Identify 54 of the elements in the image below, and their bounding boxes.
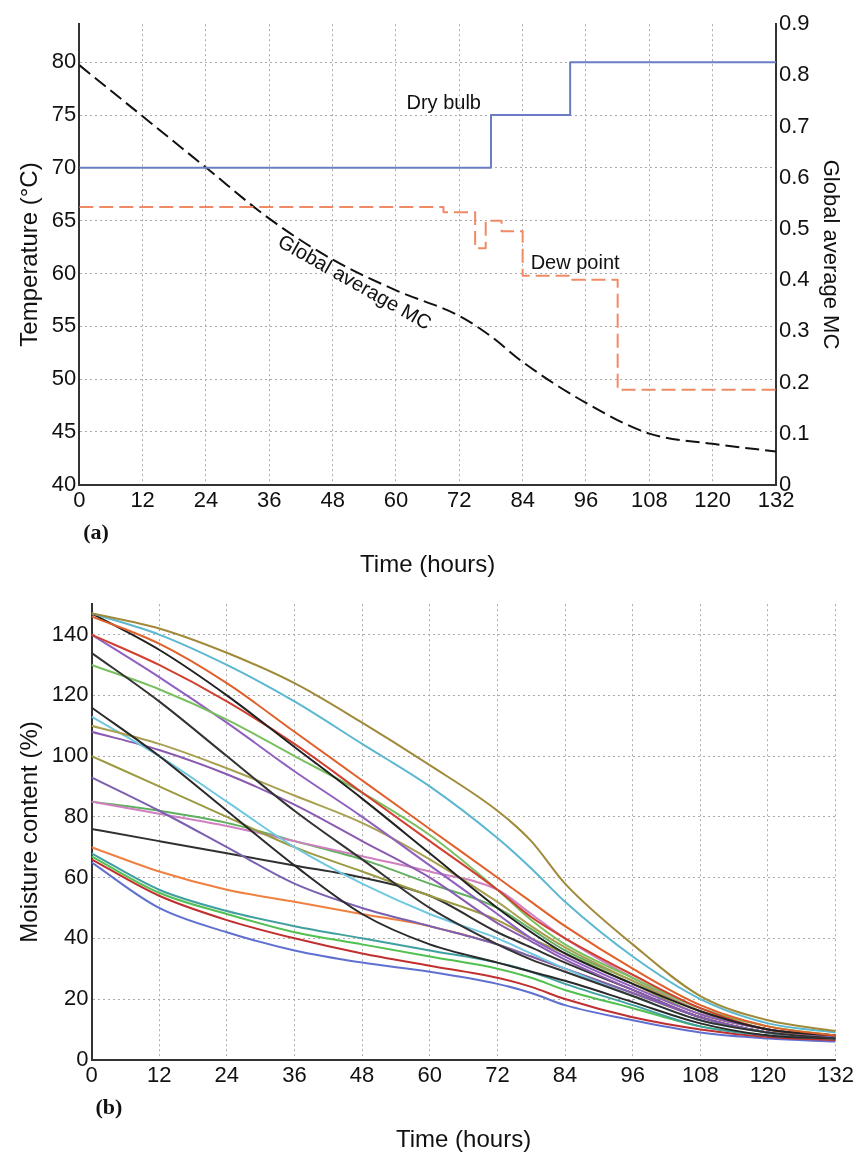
y2-tick-label: 0.4 [779, 266, 810, 292]
y-tick-label: 80 [51, 48, 77, 74]
y-tick-label: 70 [51, 153, 77, 179]
x-tick-label: 24 [214, 1062, 240, 1088]
y2-tick-label: 0.6 [779, 163, 810, 189]
x-tick-label: 72 [485, 1062, 510, 1088]
x-axis-title: Time (hours) [360, 550, 496, 578]
y-axis-title: Moisture content (%) [15, 721, 43, 943]
x-tick-label: 84 [510, 487, 535, 513]
y2-tick-label: 0.5 [779, 214, 810, 240]
y-tick-label: 20 [64, 985, 89, 1011]
y-tick-label: 60 [51, 259, 77, 285]
x-tick-label: 84 [552, 1062, 578, 1088]
text: (a) [83, 519, 109, 545]
y-tick-label: 55 [51, 312, 77, 338]
y2-tick-label: 0.1 [779, 419, 810, 445]
y2-tick-label: 0.8 [779, 61, 810, 87]
y-tick-label: 50 [51, 365, 77, 391]
y-tick-label: 80 [64, 802, 89, 828]
x-tick-label: 48 [349, 1062, 375, 1088]
y-tick-label: 75 [51, 101, 77, 127]
x-tick-label: 132 [817, 1062, 855, 1088]
series-label: Dew point [530, 251, 621, 274]
x-tick-label: 96 [620, 1062, 645, 1088]
y-tick-label: 60 [64, 863, 89, 889]
x-axis-title: Time (hours) [396, 1125, 532, 1153]
y-axis-title: Temperature (°C) [15, 162, 43, 347]
y2-tick-label: 0.3 [779, 317, 810, 343]
y2-axis-title: Global average MC [818, 159, 844, 350]
series-label: Dry bulb [406, 90, 481, 113]
y2-tick-label: 0.7 [779, 112, 810, 138]
x-tick-label: 60 [417, 1062, 442, 1088]
x-tick-label: 36 [282, 1062, 307, 1088]
x-tick-label: 12 [130, 487, 155, 513]
y2-tick-label: 0.2 [779, 368, 810, 394]
y2-tick-label: 0.9 [779, 10, 810, 36]
x-tick-label: 12 [146, 1062, 172, 1088]
y-tick-label: 45 [51, 418, 77, 444]
text: (b) [95, 1094, 123, 1120]
x-tick-label: 108 [681, 1062, 719, 1088]
x-tick-label: 108 [630, 487, 668, 513]
y-tick-label: 65 [51, 206, 77, 232]
x-tick-label: 60 [383, 487, 409, 513]
x-tick-label: 72 [447, 487, 472, 513]
x-tick-label: 120 [694, 487, 732, 513]
x-tick-label: 96 [573, 487, 599, 513]
y-tick-label: 140 [51, 620, 89, 646]
y-tick-label: 120 [51, 681, 89, 707]
x-tick-label: 24 [193, 487, 219, 513]
x-tick-label: 36 [257, 487, 282, 513]
x-tick-label: 120 [749, 1062, 787, 1088]
x-tick-label: 48 [320, 487, 345, 513]
y-tick-label: 100 [51, 742, 89, 768]
y-tick-label: 40 [64, 924, 89, 950]
